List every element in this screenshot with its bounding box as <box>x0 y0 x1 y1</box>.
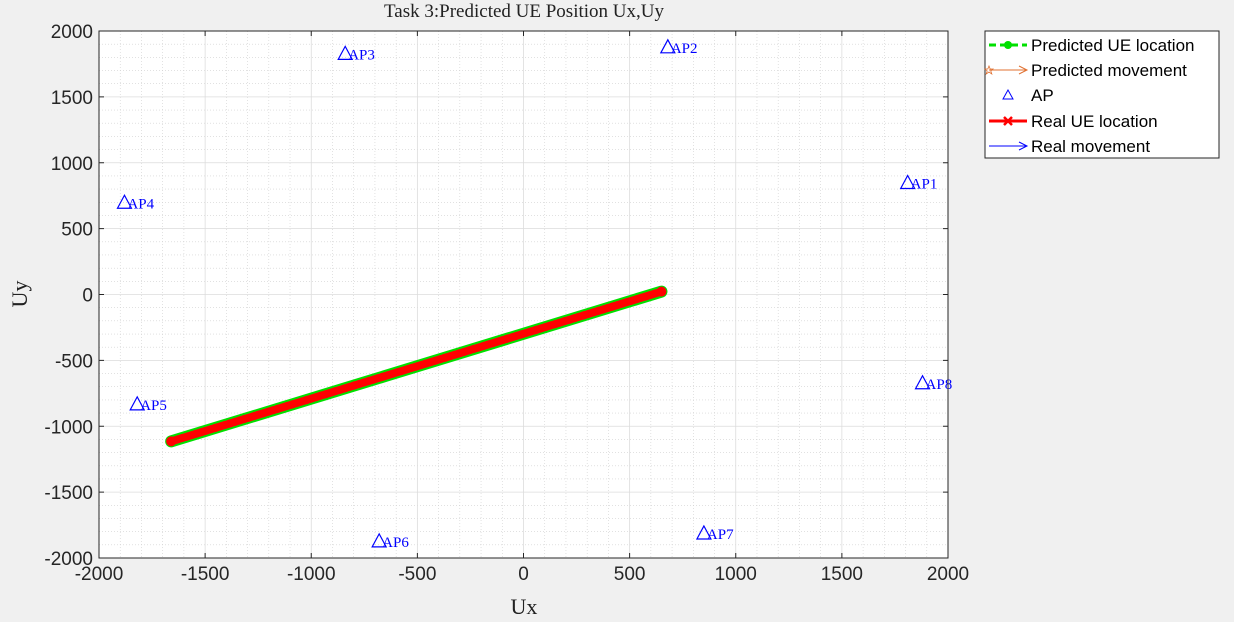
ap-label: AP4 <box>127 196 154 212</box>
series-layer <box>165 285 668 448</box>
chart-title: Task 3:Predicted UE Position Ux,Uy <box>384 1 664 22</box>
legend-label: Real UE location <box>1031 112 1158 131</box>
ap-label: AP2 <box>671 41 698 57</box>
legend-marker <box>1003 116 1013 126</box>
x-tick-label: -1500 <box>181 564 230 585</box>
legend-arrowhead <box>1018 141 1029 151</box>
y-tick-label: -500 <box>55 351 93 372</box>
ap-label: AP1 <box>911 177 938 193</box>
x-tick-label: 2000 <box>927 564 969 585</box>
ap-label: AP3 <box>348 47 375 63</box>
minor-grid <box>99 31 948 558</box>
series-real-end-marker <box>656 286 667 297</box>
x-tick-label: 1500 <box>821 564 863 585</box>
ap-marker <box>695 524 712 540</box>
legend-box <box>984 30 1220 159</box>
x-tick-label: 0 <box>518 564 529 585</box>
legend: Predicted UE location Predicted movement A… <box>983 30 1220 159</box>
legend-label: Real movement <box>1031 137 1150 156</box>
ap-label: AP7 <box>707 527 734 543</box>
legend-marker <box>1004 41 1012 49</box>
legend-item: Predicted UE location <box>989 36 1194 55</box>
y-tick-labels: -2000 -1500 -1000 -500 0 500 1000 1500 2000 <box>44 22 93 570</box>
plot-frame <box>98 30 949 559</box>
ap-marker <box>914 374 931 390</box>
x-tick-label: -1000 <box>287 564 336 585</box>
legend-arrowhead <box>1018 65 1029 75</box>
legend-item: Real UE location <box>989 112 1158 131</box>
legend-label: Predicted UE location <box>1031 36 1194 55</box>
ap-marker <box>337 45 354 60</box>
x-tick-label: 500 <box>614 564 646 585</box>
ap-marker <box>129 395 146 411</box>
y-tick-label: 500 <box>61 220 93 241</box>
x-tick-label: 1000 <box>715 564 757 585</box>
ap-label: AP6 <box>382 535 409 551</box>
series-real-start-marker <box>166 436 177 447</box>
ap-label: AP8 <box>926 377 953 393</box>
y-tick-label: 2000 <box>51 22 93 43</box>
ap-label: AP5 <box>140 398 167 414</box>
y-tick-label: 0 <box>82 286 93 307</box>
legend-item: Real movement <box>989 137 1150 156</box>
legend-item: Predicted movement <box>983 61 1187 80</box>
ap-marker <box>899 174 916 190</box>
y-tick-label: -2000 <box>44 549 93 570</box>
y-tick-label: -1000 <box>44 417 93 438</box>
x-axis-label: Ux <box>511 594 538 619</box>
access-points: AP1 AP2 AP3 AP4 AP5 AP6 AP7 AP8 <box>116 38 953 551</box>
x-tick-label: -2000 <box>75 564 124 585</box>
ap-marker <box>116 194 133 209</box>
ap-marker <box>371 532 388 548</box>
y-axis-label: Uy <box>7 281 32 308</box>
y-tick-label: 1000 <box>51 154 93 175</box>
y-tick-label: -1500 <box>44 483 93 504</box>
legend-label: Predicted movement <box>1031 61 1187 80</box>
y-tick-label: 1500 <box>51 88 93 109</box>
legend-marker <box>1002 88 1014 100</box>
series-real-ue-location <box>167 287 666 446</box>
legend-item: AP <box>1002 86 1054 105</box>
x-tick-label: -500 <box>398 564 436 585</box>
ap-marker <box>659 38 676 54</box>
legend-label: AP <box>1031 86 1054 105</box>
x-tick-labels: -2000 -1500 -1000 -500 0 500 1000 1500 2000 <box>75 564 969 585</box>
legend-marker <box>983 64 995 76</box>
